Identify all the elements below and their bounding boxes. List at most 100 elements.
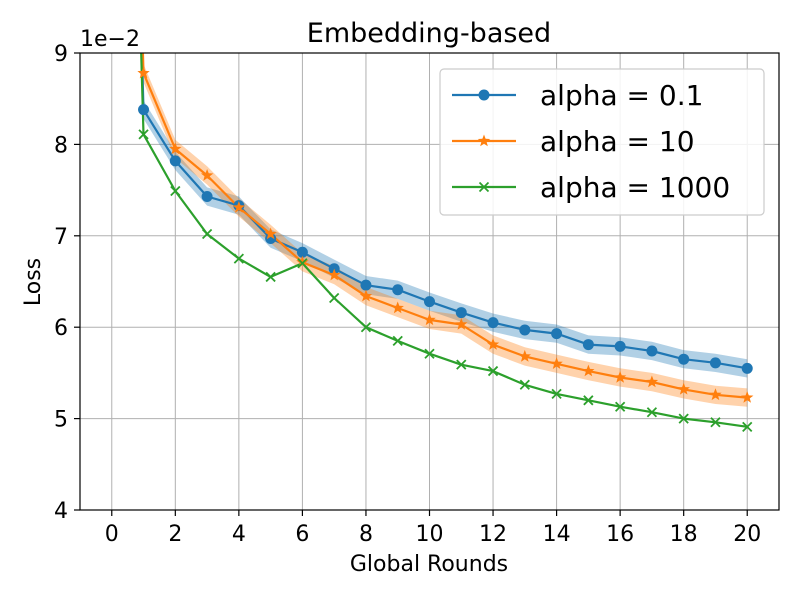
series-3-point [519, 379, 530, 390]
series-3-point [742, 421, 753, 432]
legend: alpha = 0.1 alpha = 10 alpha = 1000 [439, 68, 765, 216]
x-marker-stroke [614, 401, 626, 412]
series-1-point [519, 324, 531, 336]
series-2-point [264, 227, 277, 240]
x-marker-stroke [583, 395, 594, 406]
series-2-point [359, 289, 373, 302]
x-marker-stroke [646, 407, 658, 418]
series-3-point [551, 388, 562, 400]
series-1-point [138, 104, 150, 116]
legend-box [439, 68, 765, 216]
x-marker-stroke [678, 413, 689, 424]
x-tick-label: 8 [359, 522, 373, 547]
x-marker-stroke [478, 181, 490, 193]
series-1-point [455, 307, 467, 319]
series-1-point [678, 353, 690, 365]
series-1-point [614, 340, 626, 352]
series-2-point [486, 338, 500, 350]
series-3-point [170, 185, 181, 197]
series-2-point [423, 313, 436, 326]
series-2-point [709, 388, 722, 401]
series-1-point [487, 317, 499, 329]
x-tick-label: 12 [479, 522, 507, 547]
x-tick-label: 18 [670, 522, 698, 547]
y-tick-label: 8 [54, 133, 68, 158]
series-3-point [646, 407, 658, 418]
series-1-point [296, 246, 308, 258]
series-1-point [582, 339, 594, 351]
series-2-point [582, 364, 595, 377]
x-marker-stroke [424, 348, 435, 359]
series-2-point [741, 391, 754, 403]
series-2-point [391, 301, 404, 314]
series-1-point [551, 328, 563, 340]
legend-marker-3 [478, 181, 490, 193]
series-1-band [141, 53, 748, 378]
y-tick-label: 5 [54, 408, 68, 433]
x-marker-stroke [201, 228, 213, 240]
series-1-point [169, 155, 181, 167]
x-marker-stroke [138, 129, 149, 140]
x-marker-stroke [233, 253, 245, 264]
x-marker-stroke [392, 335, 403, 347]
legend-label-3: alpha = 1000 [540, 171, 730, 204]
series-2-point [328, 268, 341, 281]
legend-label-1: alpha = 0.1 [540, 79, 703, 112]
y-tick-label: 4 [54, 499, 68, 524]
x-marker-stroke [297, 258, 308, 269]
series-1-point [360, 279, 372, 291]
series-1-point [392, 284, 404, 296]
series-1-point [741, 362, 753, 374]
x-marker-stroke [456, 359, 467, 370]
series-3-point [456, 359, 467, 370]
series-3-point [392, 335, 403, 347]
x-marker-stroke [710, 417, 721, 428]
series-2-point [645, 375, 659, 388]
series-3-point [138, 129, 149, 140]
x-marker-stroke [742, 421, 753, 432]
y-tick-label: 6 [54, 316, 68, 341]
x-marker-stroke [170, 185, 181, 197]
x-tick-label: 16 [606, 522, 634, 547]
x-tick-label: 2 [168, 522, 182, 547]
series-2-point [200, 169, 214, 181]
series-1-point [709, 357, 721, 369]
series-1-point [424, 296, 435, 308]
legend-label-2: alpha = 10 [540, 125, 695, 158]
series-1-point [201, 190, 213, 202]
x-marker-stroke [360, 322, 372, 333]
legend-marker-2 [477, 134, 491, 147]
series-2-point [137, 66, 150, 79]
series-2-point [614, 371, 627, 383]
x-marker-stroke [551, 388, 562, 400]
series-3-point [583, 395, 594, 406]
x-tick-label: 20 [733, 522, 761, 547]
series-2-point [455, 318, 468, 330]
series-2-point [550, 357, 563, 369]
series-1-point [646, 345, 658, 357]
x-axis-label: Global Rounds [350, 552, 508, 577]
series-3-point [487, 365, 499, 377]
series-3-point [297, 258, 308, 269]
x-marker-stroke [329, 292, 340, 304]
series-3-point [678, 413, 689, 424]
x-tick-label: 0 [105, 522, 119, 547]
series-2-point [518, 349, 531, 362]
series-3-point [710, 417, 721, 428]
series-2-point [296, 255, 309, 268]
x-tick-label: 6 [295, 522, 309, 547]
series-3-point [233, 253, 245, 264]
series-2-point [169, 142, 182, 155]
y-tick-label: 7 [54, 225, 68, 250]
y-axis-label: Loss [21, 258, 46, 306]
x-tick-label: 4 [232, 522, 246, 547]
y-tick-label: 9 [54, 42, 68, 67]
legend-marker-1 [478, 89, 490, 101]
series-markers [137, 66, 754, 432]
y-axis-ticks: 4 5 6 7 8 9 [54, 42, 80, 524]
x-axis-ticks: 0 2 4 6 8 10 12 14 16 18 20 [105, 510, 761, 547]
series-3-point [329, 292, 340, 304]
series-2-point [232, 201, 245, 213]
series-3-point [265, 271, 276, 283]
